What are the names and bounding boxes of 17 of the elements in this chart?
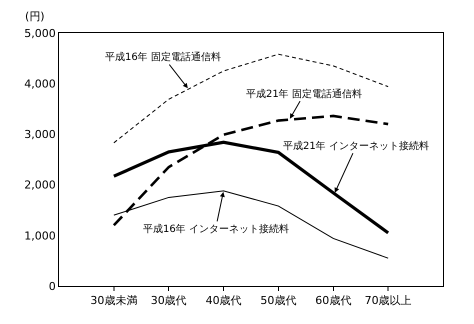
- x-tick-label: 30歳代: [150, 294, 187, 308]
- x-tick-label: 30歳未満: [90, 294, 138, 308]
- y-tick-label: 0: [48, 280, 56, 293]
- x-tick-label: 60歳代: [315, 294, 352, 308]
- x-tick-label: 40歳代: [206, 294, 242, 308]
- y-tick-label: 1,000: [24, 229, 56, 242]
- y-axis-title: (円): [25, 10, 45, 23]
- series-label: 平成21年 インターネット接続料: [283, 140, 429, 152]
- x-tick-label: 70歳以上: [364, 294, 412, 308]
- series-label: 平成16年 インターネット接続料: [143, 223, 289, 235]
- y-tick-label: 5,000: [24, 26, 56, 40]
- y-tick-label: 3,000: [24, 128, 56, 142]
- y-tick-label: 4,000: [24, 77, 56, 90]
- series-label: 平成21年 固定電話通信料: [246, 88, 362, 100]
- series-label: 平成16年 固定電話通信料: [105, 51, 221, 63]
- x-tick-label: 50歳代: [260, 294, 296, 308]
- y-tick-label: 2,000: [24, 178, 56, 192]
